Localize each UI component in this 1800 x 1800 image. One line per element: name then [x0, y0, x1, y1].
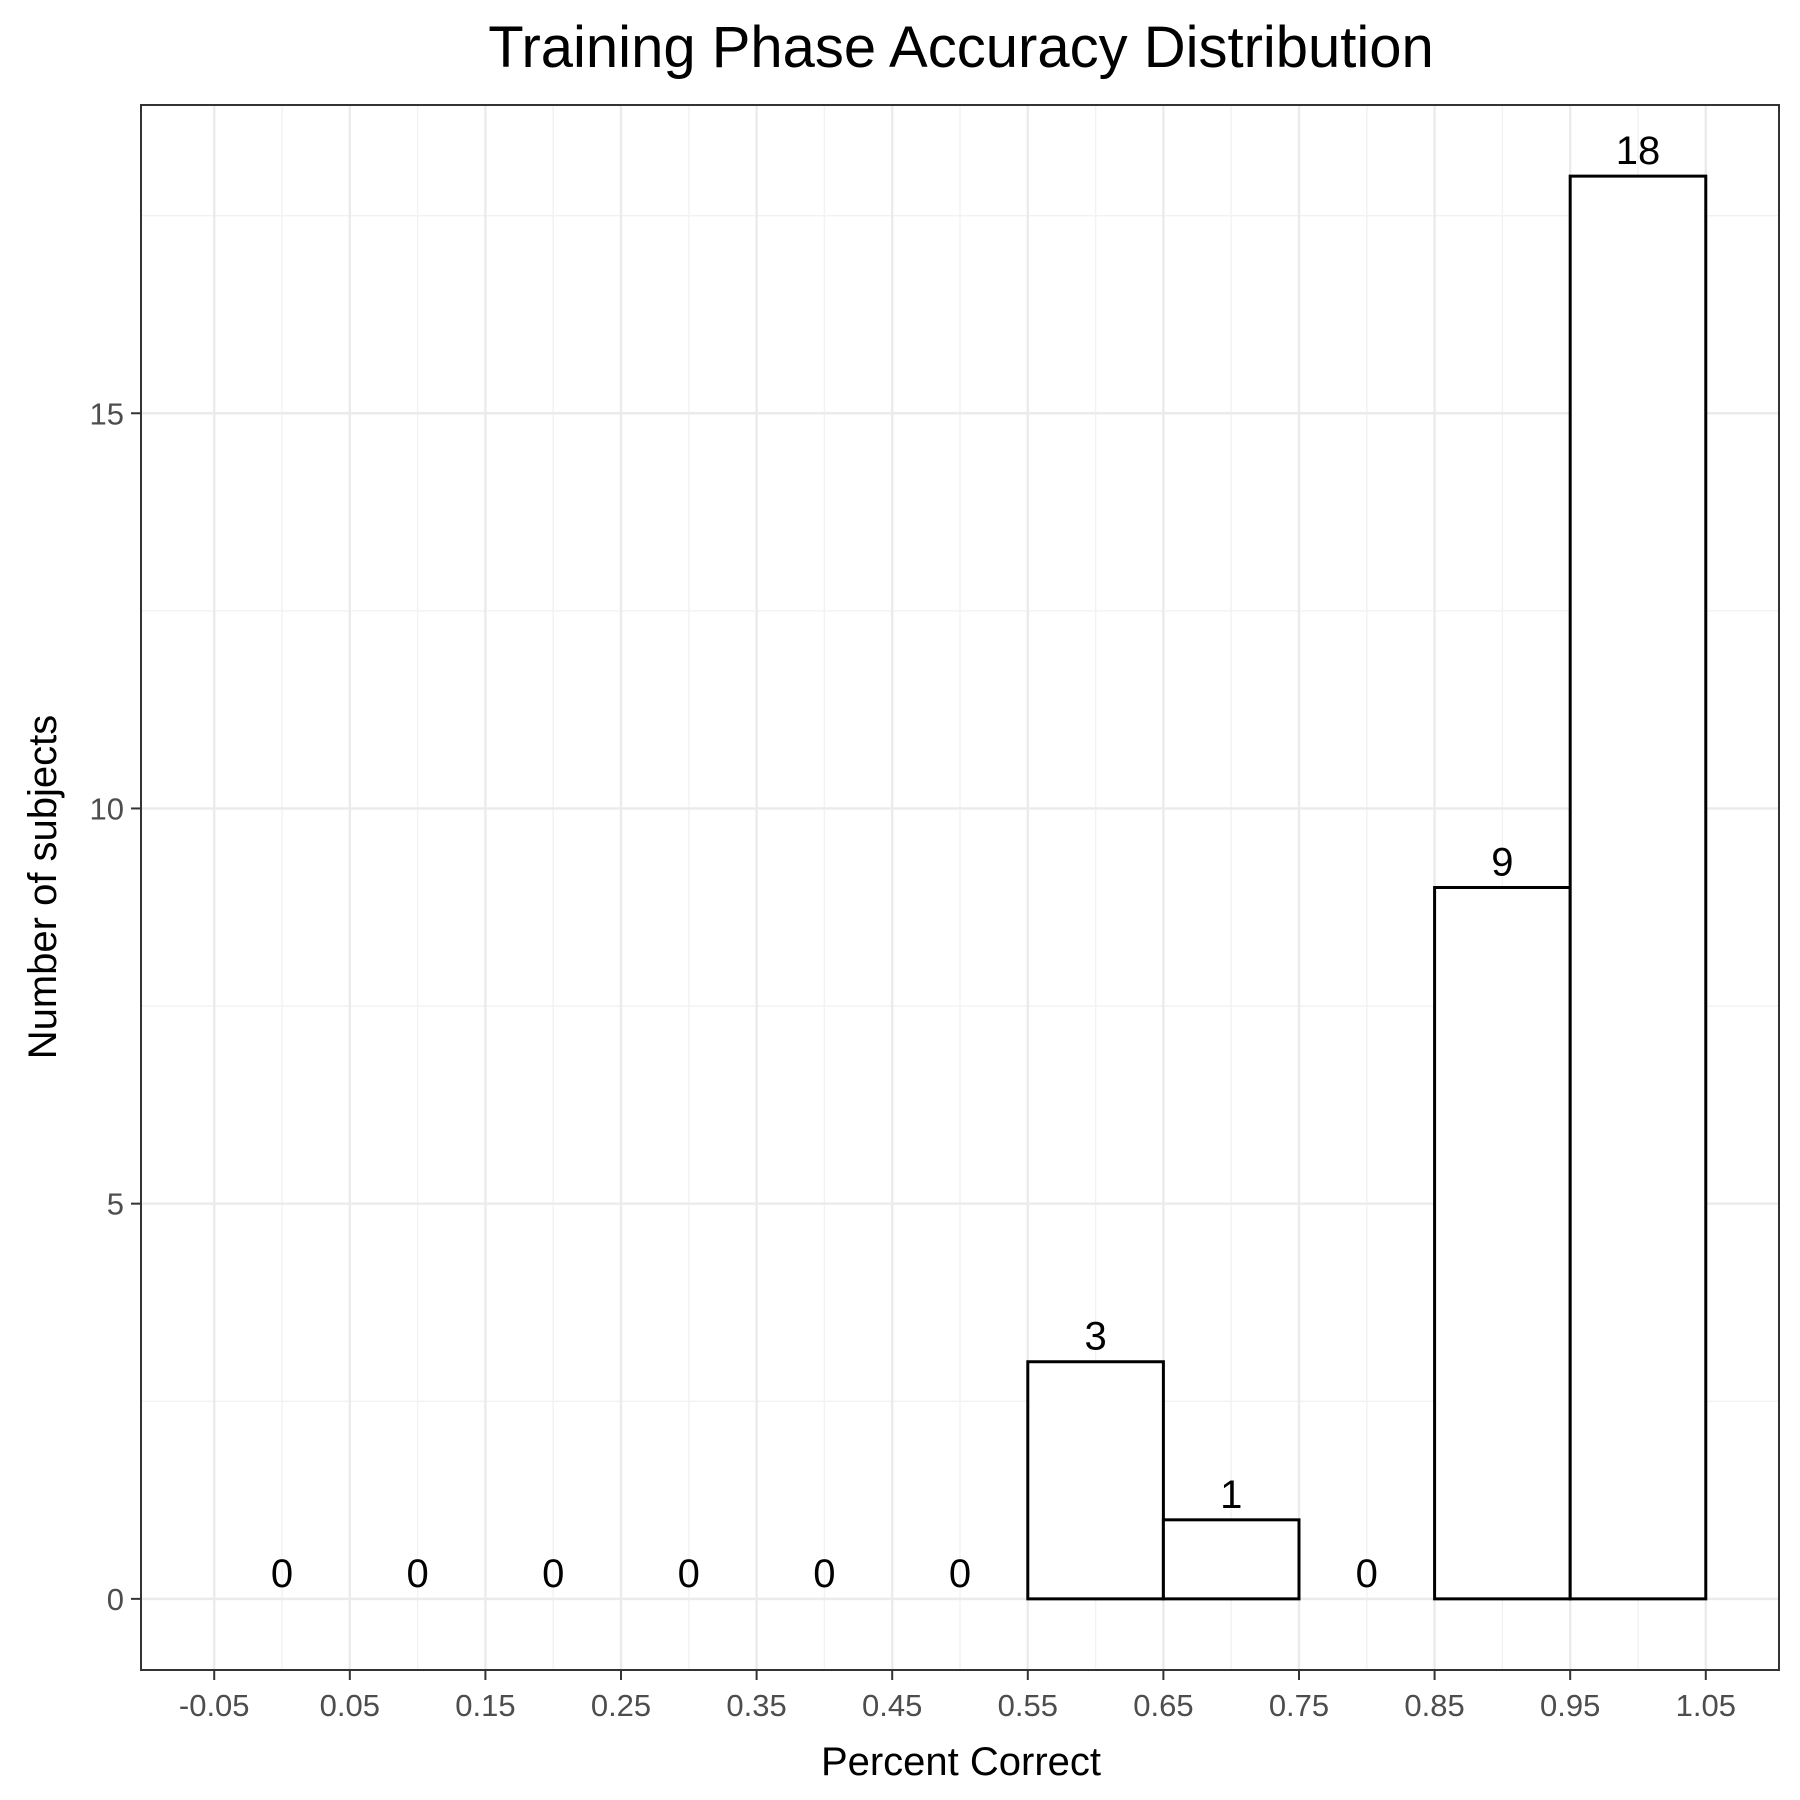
y-tick-label: 15 — [90, 396, 124, 431]
bar-value-label: 0 — [949, 1552, 971, 1596]
x-axis-title: Percent Correct — [821, 1740, 1101, 1784]
y-axis-title: Number of subjects — [21, 715, 65, 1060]
x-tick-label: 0.85 — [1404, 1688, 1464, 1723]
bar-value-label: 0 — [406, 1552, 428, 1596]
y-axis: 0 5 10 15 — [90, 396, 141, 1617]
x-axis: -0.05 0.05 0.15 0.25 0.35 0.45 0.55 0.65 0.75 0.8… — [179, 1670, 1736, 1723]
histogram-bar — [1161, 1518, 1301, 1601]
y-tick-label: 5 — [107, 1187, 124, 1222]
x-tick-label: 0.25 — [591, 1688, 651, 1723]
bar-value-label: 0 — [678, 1552, 700, 1596]
bar-value-label: 0 — [271, 1552, 293, 1596]
x-tick-label: 0.35 — [726, 1688, 786, 1723]
bar-value-label: 0 — [542, 1552, 564, 1596]
bar-value-label: 9 — [1491, 841, 1513, 885]
y-tick-label: 0 — [107, 1582, 124, 1617]
histogram-bar — [1568, 174, 1708, 1601]
x-tick-label: -0.05 — [179, 1688, 250, 1723]
histogram-bar — [1433, 886, 1572, 1601]
x-tick-label: 0.95 — [1540, 1688, 1600, 1723]
x-tick-label: 1.05 — [1676, 1688, 1736, 1723]
bar-value-label: 18 — [1616, 129, 1661, 173]
chart-title: Training Phase Accuracy Distribution — [488, 15, 1434, 80]
y-tick-label: 10 — [90, 791, 124, 826]
bar-value-label: 3 — [1084, 1315, 1106, 1359]
bar-value-label: 0 — [813, 1552, 835, 1596]
histogram-bar — [1026, 1360, 1165, 1601]
bar-value-label: 1 — [1220, 1473, 1242, 1517]
x-tick-label: 0.65 — [1133, 1688, 1193, 1723]
x-tick-label: 0.75 — [1269, 1688, 1329, 1723]
x-tick-label: 0.05 — [320, 1688, 380, 1723]
bars — [1026, 174, 1708, 1601]
x-tick-label: 0.15 — [455, 1688, 515, 1723]
bar-value-labels: 0 0 0 0 0 0 3 1 0 9 18 — [271, 129, 1660, 1596]
x-tick-label: 0.45 — [862, 1688, 922, 1723]
plot-panel-border — [140, 104, 1780, 1671]
bar-value-label: 0 — [1356, 1552, 1378, 1596]
x-tick-label: 0.55 — [998, 1688, 1058, 1723]
